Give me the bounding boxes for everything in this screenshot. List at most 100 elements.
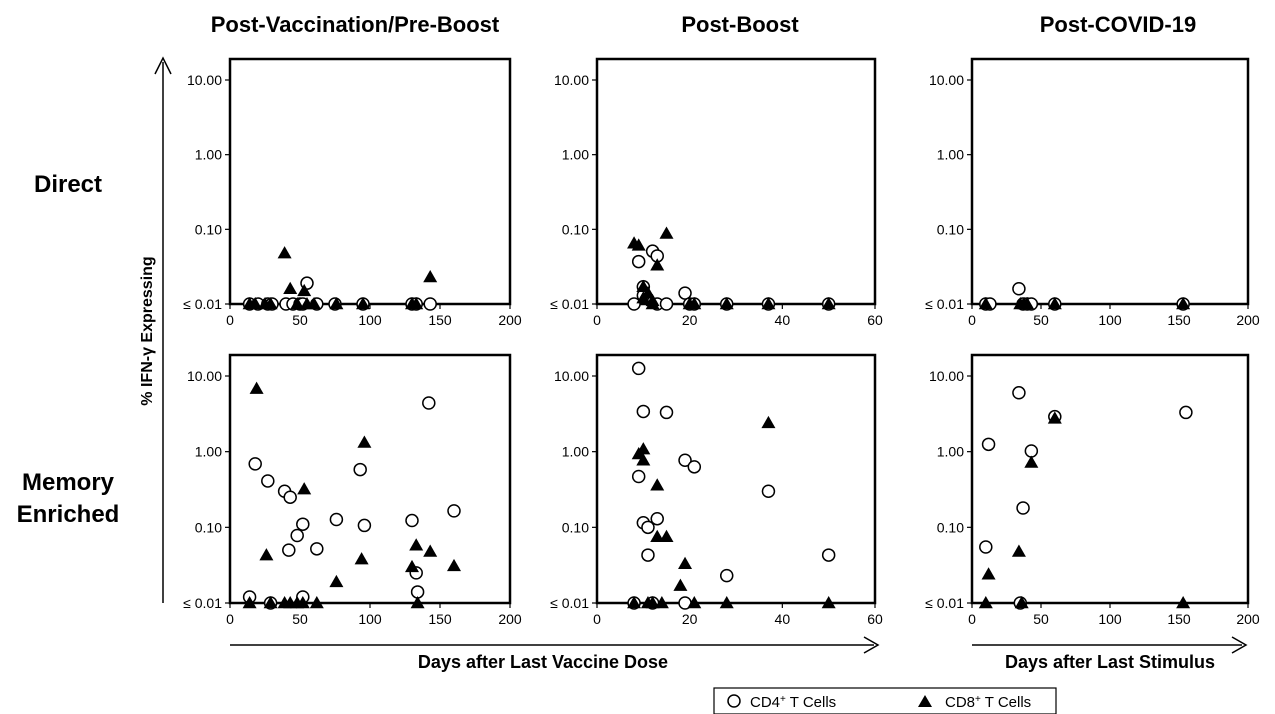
y-tick-label: 0.10 xyxy=(937,519,964,535)
cd8-point xyxy=(283,281,298,295)
cd4-point xyxy=(641,520,655,535)
y-tick-label: 10.00 xyxy=(554,72,589,88)
y-tick-label: 1.00 xyxy=(195,444,222,460)
cd4-point xyxy=(357,518,372,533)
x-tick-label: 200 xyxy=(498,312,522,328)
cd4-point xyxy=(261,474,275,488)
cd4-point xyxy=(627,297,641,311)
y-axis-arrowhead xyxy=(154,56,172,75)
legend: CD4+ T Cells CD8+ T Cells xyxy=(713,687,1057,714)
y-tick-label: 10.00 xyxy=(929,368,964,384)
cd4-point xyxy=(678,453,692,468)
x-tick-label: 150 xyxy=(1167,611,1191,627)
cd4-point xyxy=(631,361,646,376)
x-tick-label: 0 xyxy=(593,312,601,328)
y-tick-label: ≤ 0.01 xyxy=(925,296,964,312)
y-tick-label: 0.10 xyxy=(937,221,964,237)
cd8-point xyxy=(263,297,278,310)
legend-box xyxy=(713,687,1057,714)
cd8-point xyxy=(1176,297,1191,310)
cd8-point xyxy=(978,297,993,310)
row-label-direct: Direct xyxy=(34,171,102,198)
cd8-point xyxy=(357,435,372,448)
cd8-point xyxy=(627,596,642,609)
column-title-postboost: Post-Boost xyxy=(681,12,799,37)
x-tick-label: 200 xyxy=(1236,611,1260,627)
legend-cd8-label: CD8+ T Cells xyxy=(945,694,1031,712)
cd8-point xyxy=(1024,455,1039,468)
x-tick-label: 20 xyxy=(682,611,698,627)
x-tick-label: 0 xyxy=(226,611,234,627)
panel-memory-enriched-post-boost: ≤ 0.01 0.10 1.00 10.00 0 20 40 60 xyxy=(550,353,883,627)
cd8-point xyxy=(329,297,344,310)
cd8-point xyxy=(650,478,665,491)
panel-frame xyxy=(595,353,877,605)
y-tick-label: ≤ 0.01 xyxy=(550,595,589,611)
x-tick-label: 60 xyxy=(867,611,883,627)
cd8-point xyxy=(423,544,438,557)
cd8-point xyxy=(248,297,263,310)
y-tick-label: ≤ 0.01 xyxy=(183,595,222,611)
x-tick-label: 60 xyxy=(867,312,883,328)
cd8-point xyxy=(249,381,264,394)
cd8-point xyxy=(761,415,776,429)
cd8-point xyxy=(242,596,257,609)
cd4-point xyxy=(248,457,262,471)
cd8-point xyxy=(1047,411,1062,424)
legend-cd4-label: CD4+ T Cells xyxy=(750,694,836,712)
cd4-point xyxy=(659,297,674,311)
x-tick-label: 50 xyxy=(292,611,308,627)
legend-cd4-marker xyxy=(727,694,741,708)
cd4-point xyxy=(1024,444,1039,458)
x-tick-label: 0 xyxy=(968,611,976,627)
cd4-point xyxy=(659,405,674,420)
cd8-point xyxy=(761,297,776,310)
y-tick-label: ≤ 0.01 xyxy=(925,595,964,611)
column-title-postcovid: Post-COVID-19 xyxy=(1040,12,1196,37)
cd4-point xyxy=(405,513,419,528)
cd8-point xyxy=(719,596,734,609)
y-tick-label: 10.00 xyxy=(187,368,222,384)
cd8-point xyxy=(307,297,321,310)
cd8-point xyxy=(650,258,665,271)
cd8-point xyxy=(405,559,419,573)
cd4-point xyxy=(447,504,461,518)
cd4-point xyxy=(678,286,692,300)
y-tick-label: 1.00 xyxy=(937,444,964,460)
cd8-point xyxy=(978,596,993,609)
cd8-point xyxy=(640,286,655,299)
row-label-memory: Memory xyxy=(22,469,115,496)
cd4-point xyxy=(687,460,702,474)
x-tick-label: 40 xyxy=(775,611,791,627)
panel-memory-enriched-post-vaccination-pre-boost: ≤ 0.01 0.10 1.00 10.00 0 50 100 150 200 xyxy=(183,353,522,627)
cd8-point xyxy=(687,297,702,310)
cd8-point xyxy=(1014,596,1029,609)
row-label-enriched: Enriched xyxy=(17,501,120,528)
x-tick-label: 50 xyxy=(1033,611,1049,627)
cd4-point xyxy=(821,548,836,562)
cd8-point xyxy=(447,558,461,572)
cd4-point xyxy=(329,512,344,527)
cd8-point xyxy=(356,297,370,310)
x-axis-arrowhead-vaccine xyxy=(863,636,880,654)
y-tick-label: 1.00 xyxy=(195,147,222,163)
cd4-point xyxy=(290,528,304,543)
x-tick-label: 0 xyxy=(226,312,234,328)
y-tick-label: 0.10 xyxy=(562,221,589,237)
cd8-point xyxy=(409,297,424,310)
cd8-point xyxy=(631,238,646,251)
y-tick-label: 0.10 xyxy=(195,221,222,237)
cd4-point xyxy=(631,469,646,484)
legend-cd8-marker xyxy=(918,695,932,707)
cd8-point xyxy=(259,548,274,561)
panel-direct-post-boost: ≤ 0.01 0.10 1.00 10.00 0 20 40 60 xyxy=(550,57,883,328)
y-tick-label: ≤ 0.01 xyxy=(550,296,589,312)
y-tick-label: 10.00 xyxy=(554,368,589,384)
cd4-point xyxy=(641,548,655,562)
cd4-point xyxy=(719,568,734,583)
cd4-point xyxy=(631,254,646,269)
cd8-point xyxy=(409,538,424,551)
cd4-point xyxy=(282,543,296,557)
cd8-point xyxy=(650,529,665,543)
